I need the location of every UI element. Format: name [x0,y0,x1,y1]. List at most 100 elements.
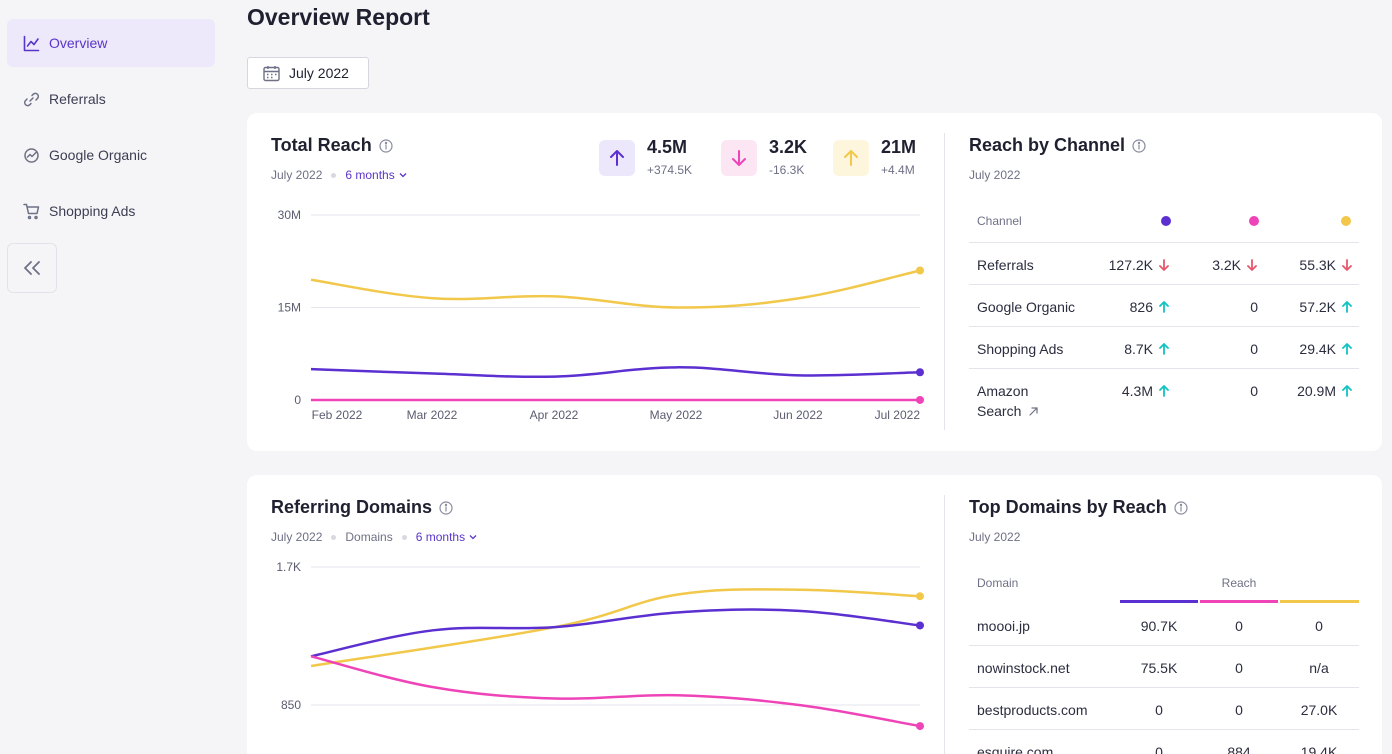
table-row[interactable]: Google Organic 826 0 57.2K [969,284,1359,326]
reach-value-text: 20.9M [1297,383,1336,399]
domain-name[interactable]: moooi.jp [977,618,1030,634]
reach-value: 0 [1235,660,1243,676]
series-line-purple [310,608,921,658]
info-icon[interactable] [1174,500,1188,515]
trend-up-icon [1158,343,1170,355]
table-row[interactable]: Shopping Ads 8.7K 0 29.4K [969,326,1359,368]
reach-value: 0 [1250,297,1258,317]
series-line-yellow [310,588,921,668]
sidebar-item-referrals[interactable]: Referrals [7,75,215,123]
reach-value-text: 3.2K [1212,257,1241,273]
trend-down-icon [1246,259,1258,271]
domain-name[interactable]: nowinstock.net [977,660,1070,676]
series-end-point-yellow [916,266,924,275]
info-icon[interactable] [379,138,393,153]
reach-value-text: 4.3M [1121,383,1153,399]
reach-value: 90.7K [1140,618,1178,634]
table-row[interactable]: Referrals 127.2K 3.2K 55.3K [969,242,1359,284]
reach-value-text: 826 [1129,299,1153,315]
date-picker-button[interactable]: July 2022 [247,57,369,89]
double-chevron-left-icon [23,261,41,275]
period-dropdown[interactable]: 6 months [345,168,407,182]
top-domains-title-text: Top Domains by Reach [969,497,1167,517]
sidebar: Overview Referrals Google Organic Shoppi… [0,0,222,754]
kpi-delta: +4.4M [881,163,915,177]
sidebar-item-label: Shopping Ads [49,203,136,219]
channel-name-text: Search [977,403,1022,419]
sidebar-item-google-organic[interactable]: Google Organic [7,131,215,179]
channel-name: Referrals [977,255,1034,275]
sidebar-item-label: Overview [49,35,108,51]
reach-value: n/a [1309,660,1329,676]
kpi-yellow: 21M +4.4M [833,137,916,177]
trend-up-icon [1341,343,1353,355]
reach-value: 19.4K [1300,744,1338,754]
channel-name: Google Organic [977,297,1075,317]
reach-value: 4.3M [1122,381,1170,401]
kpi-value: 4.5M [647,137,688,157]
y-tick-label: 1.7K [276,560,301,574]
series-line-pink [310,655,921,728]
kpi-value: 3.2K [769,137,808,157]
top-domains-title: Top Domains by Reach [969,497,1188,518]
trend-up-icon [1158,385,1170,397]
kpi-value: 21M [881,137,917,157]
referring-domains-title: Referring Domains [271,497,453,518]
series-line-purple [310,366,921,379]
x-tick-label: Jul 2022 [875,408,921,422]
table-divider [969,645,1359,646]
x-tick-label: Feb 2022 [312,408,363,422]
top-domains-date: July 2022 [969,530,1021,544]
referring-domains-chart: 1.7K 850 [276,560,924,731]
reach-value: 55.3K [1299,255,1353,275]
trend-down-icon [1341,259,1353,271]
info-icon[interactable] [1132,138,1146,153]
arrow-down-icon [721,140,757,176]
reach-value-text: 8.7K [1124,341,1153,357]
legend-dot-yellow [1341,216,1351,226]
sidebar-item-overview[interactable]: Overview [7,19,215,67]
info-icon[interactable] [439,500,453,515]
trend-down-icon [1158,259,1170,271]
separator-dot [401,534,407,540]
table-row[interactable]: Amazon Search 4.3M 0 20.9M [969,368,1359,419]
trend-up-icon [1158,301,1170,313]
series-line-yellow [310,269,921,309]
collapse-sidebar-button[interactable] [7,243,57,293]
total-reach-title: Total Reach [271,135,393,156]
channel-name: Amazon Search [977,381,1038,421]
reach-value: 0 [1250,339,1258,359]
series-end-point-purple [916,621,924,630]
top-domains-table: Domain Reach moooi.jp 90.7K 0 0 nowinstock.n… [969,567,1359,754]
reach-value: 57.2K [1299,297,1353,317]
domain-name[interactable]: bestproducts.com [977,702,1088,718]
table-row[interactable]: bestproducts.com 0 0 27.0K [969,687,1359,729]
reach-value-text: 0 [1250,383,1258,399]
chevron-down-icon [399,173,407,178]
organic-icon [22,146,40,164]
channel-name-text: Shopping Ads [977,341,1064,357]
y-tick-label: 850 [281,698,301,712]
reach-by-channel-table: Channel Referrals 127.2K 3.2K 55.3K Google O… [969,205,1359,435]
series-end-point-pink [916,722,924,731]
reach-value: 0 [1235,702,1243,718]
page-title: Overview Report [247,4,430,30]
table-row[interactable]: moooi.jp 90.7K 0 0 [969,603,1359,645]
external-link-icon[interactable] [1029,403,1038,419]
reach-value-text: 0 [1250,299,1258,315]
sidebar-item-shopping-ads[interactable]: Shopping Ads [7,187,215,235]
table-divider [969,242,1359,243]
arrow-up-icon [833,140,869,176]
table-row[interactable]: esquire.com 0 884 19.4K [969,729,1359,754]
domain-name[interactable]: esquire.com [977,744,1054,754]
reach-value: 884 [1227,744,1251,754]
table-header-reach: Reach [1221,576,1257,590]
table-row[interactable]: nowinstock.net 75.5K 0 n/a [969,645,1359,687]
x-tick-label: Mar 2022 [407,408,458,422]
total-reach-card: Total Reach July 2022 6 months 4.5M +374… [247,113,1382,451]
reach-value: 0 [1155,702,1163,718]
kpi-purple: 4.5M +374.5K [599,137,692,177]
y-tick-label: 30M [278,208,301,222]
table-header-channel: Channel [977,214,1022,228]
period-dropdown[interactable]: 6 months [416,530,477,544]
